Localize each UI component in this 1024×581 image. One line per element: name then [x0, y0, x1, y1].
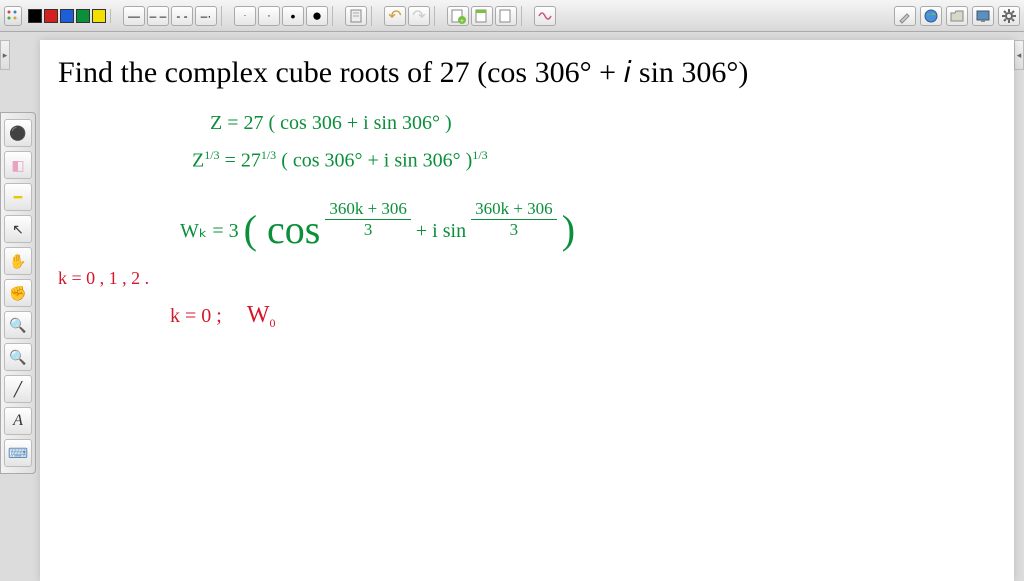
dash-style-1[interactable]: – –	[147, 6, 169, 26]
side-toolbar: ⚫ ◧ ━ ↖ ✋ ✊ 🔍 🔍 ╱ A ⌨	[0, 112, 36, 474]
hw-frac2-bot: 3	[471, 220, 557, 240]
note-group: +	[443, 6, 522, 26]
hw-line-2-exp1: 1/3	[204, 148, 219, 162]
note-blank-icon[interactable]	[495, 6, 517, 26]
line-tool[interactable]: ╱	[4, 375, 32, 403]
color-swatch-1[interactable]	[44, 9, 58, 23]
hw-line-4: k = 0 , 1 , 2 .	[58, 268, 149, 289]
hw-line-3-mid: + i sin	[416, 220, 466, 242]
color-swatch-2[interactable]	[60, 9, 74, 23]
hw-line-5-k: k = 0 ;	[170, 305, 222, 327]
note-green-icon[interactable]	[471, 6, 493, 26]
zoom-out-tool[interactable]: 🔍	[4, 343, 32, 371]
dot-size-1[interactable]: ·	[258, 6, 280, 26]
screen-icon[interactable]	[972, 6, 994, 26]
page-group	[341, 6, 372, 26]
dash-style-2[interactable]: - -	[171, 6, 193, 26]
hw-line-2-exp2: 1/3	[261, 148, 276, 162]
note-add-icon[interactable]: +	[447, 6, 469, 26]
dot-size-3[interactable]: ●	[306, 6, 328, 26]
color-swatch-3[interactable]	[76, 9, 90, 23]
undo-button[interactable]: ↶	[384, 6, 406, 26]
hw-line-3-close: )	[562, 207, 575, 252]
folder-icon[interactable]	[946, 6, 968, 26]
problem-title: Find the complex cube roots of 27 (cos 3…	[58, 56, 1004, 90]
hw-line-5-w: W	[247, 302, 270, 328]
hw-line-2-c: ( cos 306° + i sin 306° )	[281, 150, 472, 172]
dot-size-2[interactable]: •	[282, 6, 304, 26]
hw-line-5-sub: 0	[270, 316, 276, 330]
dash-style-3[interactable]: –·	[195, 6, 217, 26]
brush-settings-icon[interactable]	[894, 6, 916, 26]
dot-sizes: ··•●	[230, 6, 333, 26]
title-math: 27 (cos 306° + 𝑖 sin 306°)	[440, 56, 749, 89]
hand-open-tool[interactable]: ✋	[4, 247, 32, 275]
top-toolbar: —– –- -–· ··•● ↶ ↷ +	[0, 0, 1024, 32]
hw-frac2-top: 360k + 306	[471, 199, 557, 220]
dot-size-0[interactable]: ·	[234, 6, 256, 26]
pen-tool[interactable]: ⚫	[4, 119, 32, 147]
redo-button[interactable]: ↷	[408, 6, 430, 26]
svg-text:+: +	[460, 19, 464, 24]
right-tool-section	[894, 6, 1020, 26]
color-swatch-0[interactable]	[28, 9, 42, 23]
color-swatches	[24, 9, 111, 23]
hand-grab-tool[interactable]: ✊	[4, 279, 32, 307]
hw-line-1: Z = 27 ( cos 306 + i sin 306° )	[210, 112, 452, 135]
text-tool[interactable]: A	[4, 407, 32, 435]
color-swatch-4[interactable]	[92, 9, 106, 23]
left-panel-toggle[interactable]: ▸	[0, 40, 10, 70]
page-icon[interactable]	[345, 6, 367, 26]
math-group	[530, 6, 560, 26]
gear-icon[interactable]	[998, 6, 1020, 26]
hw-line-2: Z1/3 = 271/3 ( cos 306° + i sin 306° )1/…	[192, 148, 488, 173]
hw-line-3-open: ( cos	[244, 207, 321, 252]
pointer-tool[interactable]: ↖	[4, 215, 32, 243]
hw-frac1-top: 360k + 306	[325, 199, 411, 220]
app-menu-button[interactable]	[4, 6, 22, 26]
title-text: Find the complex cube roots of	[58, 56, 440, 89]
dash-styles: —– –- -–·	[119, 6, 222, 26]
highlighter-tool[interactable]: ━	[4, 183, 32, 211]
hw-line-2-b: = 27	[225, 150, 261, 172]
right-panel-toggle[interactable]: ◂	[1014, 40, 1024, 70]
hw-line-2-exp3: 1/3	[472, 148, 487, 162]
hw-line-5: k = 0 ; W0	[170, 302, 276, 331]
hw-line-3: Wₖ = 3 ( cos 360k + 306 3 + i sin 360k +…	[180, 200, 575, 247]
keyboard-tool[interactable]: ⌨	[4, 439, 32, 467]
dash-style-0[interactable]: —	[123, 6, 145, 26]
undo-redo-group: ↶ ↷	[380, 6, 435, 26]
hw-line-3-wk: Wₖ = 3	[180, 220, 239, 242]
whiteboard-canvas[interactable]: Find the complex cube roots of 27 (cos 3…	[40, 40, 1014, 581]
math-tool-icon[interactable]	[534, 6, 556, 26]
hw-frac1-bot: 3	[325, 220, 411, 240]
eraser-tool[interactable]: ◧	[4, 151, 32, 179]
globe-icon[interactable]	[920, 6, 942, 26]
hw-line-2-z: Z	[192, 150, 204, 172]
zoom-in-tool[interactable]: 🔍	[4, 311, 32, 339]
